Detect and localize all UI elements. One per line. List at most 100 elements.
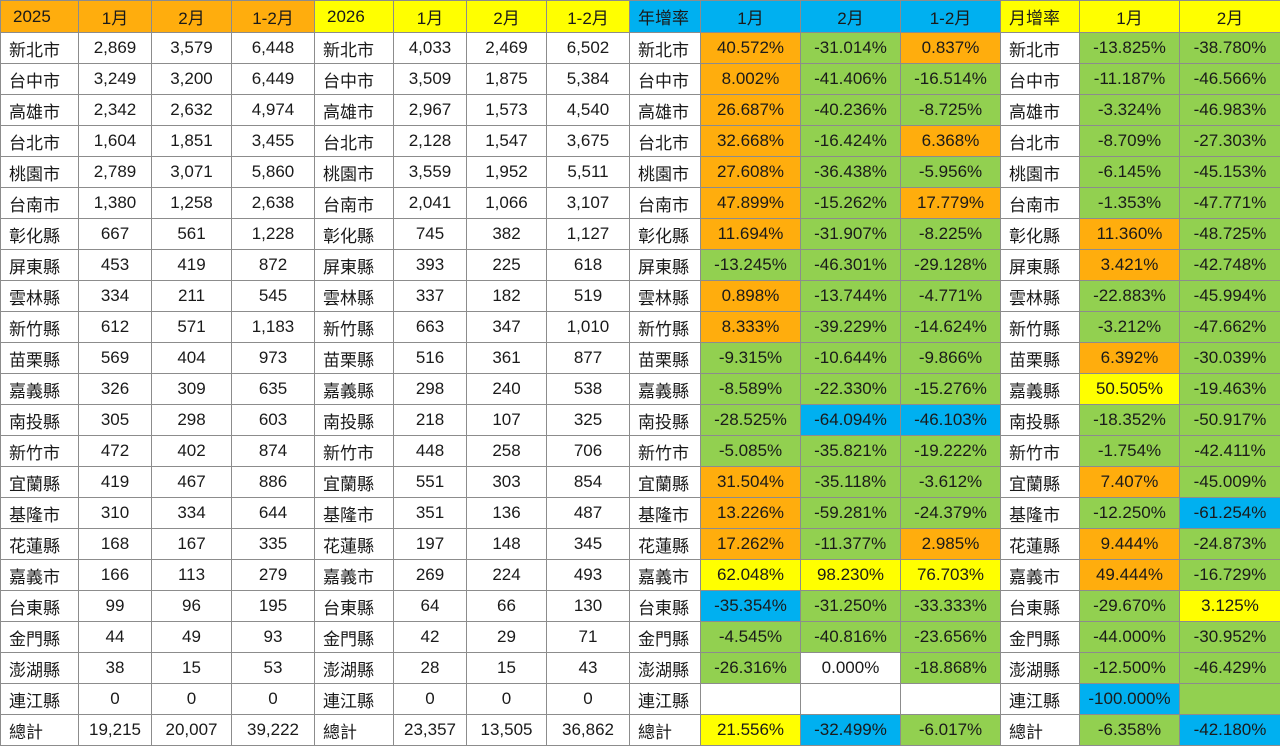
table-row: 南投縣 305 298 603 南投縣 218 107 325 南投縣 -28.525% -64.0…: [0, 404, 1280, 436]
value-2026-janfeb-cell: 345: [546, 528, 630, 560]
region-mom-cell: 桃園市: [1000, 156, 1080, 188]
region-2026-cell: 高雄市: [314, 94, 394, 126]
header-mom-jan: 1月: [1079, 0, 1180, 33]
region-2025-cell: 嘉義市: [0, 559, 79, 591]
header-2026-janfeb: 1-2月: [546, 0, 630, 33]
yoy-janfeb-cell: -29.128%: [900, 249, 1001, 281]
value-2025-feb-cell: 3,579: [151, 32, 232, 64]
yoy-jan-cell: 8.002%: [700, 63, 801, 95]
mom-feb-cell: -42.411%: [1179, 435, 1280, 467]
value-2026-janfeb-cell: 877: [546, 342, 630, 374]
mom-jan-cell: 49.444%: [1079, 559, 1180, 591]
value-2025-janfeb-cell: 4,974: [231, 94, 315, 126]
value-2026-feb-cell: 1,573: [466, 94, 547, 126]
header-mom-feb: 2月: [1179, 0, 1280, 33]
mom-jan-cell: -12.250%: [1079, 497, 1180, 529]
region-2026-cell: 嘉義市: [314, 559, 394, 591]
header-2025-jan: 1月: [78, 0, 152, 33]
mom-jan-cell: -12.500%: [1079, 652, 1180, 684]
region-2026-cell: 彰化縣: [314, 218, 394, 250]
region-2025-cell: 花蓮縣: [0, 528, 79, 560]
region-2025-cell: 桃園市: [0, 156, 79, 188]
value-2025-jan-cell: 310: [78, 497, 152, 529]
value-2026-janfeb-cell: 4,540: [546, 94, 630, 126]
value-2025-feb-cell: 3,071: [151, 156, 232, 188]
value-2026-jan-cell: 551: [393, 466, 467, 498]
yoy-janfeb-cell: -16.514%: [900, 63, 1001, 95]
region-mom-cell: 嘉義市: [1000, 559, 1080, 591]
value-2025-feb-cell: 298: [151, 404, 232, 436]
region-2025-cell: 彰化縣: [0, 218, 79, 250]
yoy-jan-cell: -4.545%: [700, 621, 801, 653]
yoy-janfeb-cell: -23.656%: [900, 621, 1001, 653]
value-2026-feb-cell: 303: [466, 466, 547, 498]
region-2026-cell: 苗栗縣: [314, 342, 394, 374]
region-2025-cell: 雲林縣: [0, 280, 79, 312]
mom-feb-cell: -38.780%: [1179, 32, 1280, 64]
value-2026-janfeb-cell: 130: [546, 590, 630, 622]
value-2026-janfeb-cell: 538: [546, 373, 630, 405]
yoy-feb-cell: -35.118%: [800, 466, 901, 498]
table-row: 雲林縣 334 211 545 雲林縣 337 182 519 雲林縣 0.898% -13.744…: [0, 280, 1280, 312]
value-2025-janfeb-cell: 1,228: [231, 218, 315, 250]
region-yoy-cell: 新竹縣: [629, 311, 701, 343]
yoy-jan-cell: 27.608%: [700, 156, 801, 188]
value-2025-feb-cell: 402: [151, 435, 232, 467]
value-2026-janfeb-cell: 3,107: [546, 187, 630, 219]
value-2026-feb-cell: 225: [466, 249, 547, 281]
yoy-janfeb-cell: -9.866%: [900, 342, 1001, 374]
value-2026-jan-cell: 298: [393, 373, 467, 405]
value-2026-feb-cell: 182: [466, 280, 547, 312]
value-2025-janfeb-cell: 39,222: [231, 714, 315, 746]
region-2026-cell: 澎湖縣: [314, 652, 394, 684]
region-yoy-cell: 桃園市: [629, 156, 701, 188]
mom-jan-cell: 7.407%: [1079, 466, 1180, 498]
mom-feb-cell: -16.729%: [1179, 559, 1280, 591]
yoy-janfeb-cell: -4.771%: [900, 280, 1001, 312]
value-2025-jan-cell: 0: [78, 683, 152, 715]
yoy-jan-cell: 31.504%: [700, 466, 801, 498]
value-2026-jan-cell: 218: [393, 404, 467, 436]
yoy-janfeb-cell: 76.703%: [900, 559, 1001, 591]
value-2025-janfeb-cell: 644: [231, 497, 315, 529]
value-2026-janfeb-cell: 519: [546, 280, 630, 312]
yoy-feb-cell: -10.644%: [800, 342, 901, 374]
region-yoy-cell: 花蓮縣: [629, 528, 701, 560]
value-2025-jan-cell: 419: [78, 466, 152, 498]
value-2025-janfeb-cell: 6,449: [231, 63, 315, 95]
value-2026-jan-cell: 2,041: [393, 187, 467, 219]
value-2025-janfeb-cell: 335: [231, 528, 315, 560]
region-2025-cell: 苗栗縣: [0, 342, 79, 374]
yoy-jan-cell: 13.226%: [700, 497, 801, 529]
yoy-jan-cell: -35.354%: [700, 590, 801, 622]
region-2026-cell: 新竹縣: [314, 311, 394, 343]
yoy-janfeb-cell: -5.956%: [900, 156, 1001, 188]
region-2026-cell: 金門縣: [314, 621, 394, 653]
yoy-jan-cell: 17.262%: [700, 528, 801, 560]
value-2026-jan-cell: 337: [393, 280, 467, 312]
table-row: 金門縣 44 49 93 金門縣 42 29 71 金門縣 -4.545% -40.816% -23.…: [0, 621, 1280, 653]
mom-feb-cell: -45.153%: [1179, 156, 1280, 188]
yoy-janfeb-cell: -8.225%: [900, 218, 1001, 250]
yoy-jan-cell: -13.245%: [700, 249, 801, 281]
value-2025-feb-cell: 571: [151, 311, 232, 343]
region-mom-cell: 台中市: [1000, 63, 1080, 95]
value-2026-janfeb-cell: 5,511: [546, 156, 630, 188]
yoy-jan-cell: 11.694%: [700, 218, 801, 250]
yoy-janfeb-cell: 2.985%: [900, 528, 1001, 560]
value-2026-jan-cell: 663: [393, 311, 467, 343]
mom-jan-cell: -44.000%: [1079, 621, 1180, 653]
yoy-jan-cell: 40.572%: [700, 32, 801, 64]
table-row: 花蓮縣 168 167 335 花蓮縣 197 148 345 花蓮縣 17.262% -11.37…: [0, 528, 1280, 560]
value-2025-jan-cell: 168: [78, 528, 152, 560]
mom-feb-cell: -47.662%: [1179, 311, 1280, 343]
mom-feb-cell: -46.429%: [1179, 652, 1280, 684]
value-2025-feb-cell: 561: [151, 218, 232, 250]
region-mom-cell: 總計: [1000, 714, 1080, 746]
value-2025-jan-cell: 453: [78, 249, 152, 281]
yoy-jan-cell: -28.525%: [700, 404, 801, 436]
value-2025-janfeb-cell: 1,183: [231, 311, 315, 343]
yoy-janfeb-cell: -33.333%: [900, 590, 1001, 622]
value-2026-jan-cell: 2,128: [393, 125, 467, 157]
